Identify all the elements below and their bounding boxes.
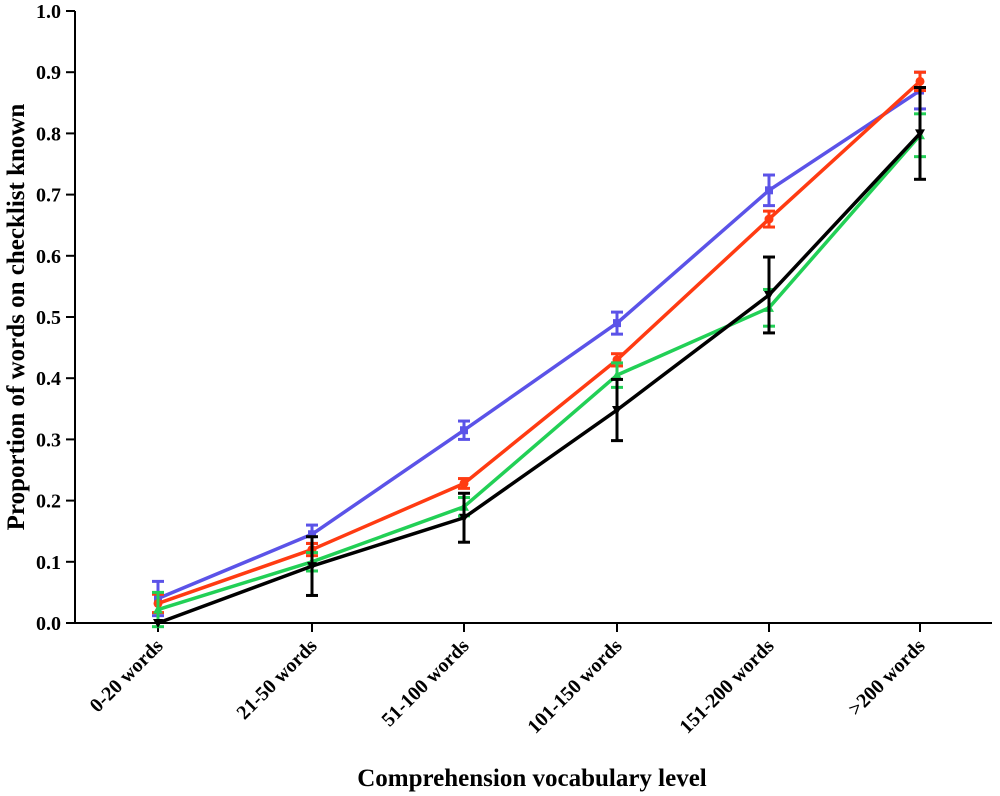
data-point — [764, 290, 774, 300]
x-tick-label: >200 words — [844, 635, 929, 720]
x-tick-label: 0-20 words — [86, 635, 168, 717]
y-tick-label: 0.4 — [36, 368, 61, 390]
y-axis-ticks: 0.0 0.1 0.2 0.3 0.4 0.5 0.6 0.7 0.8 0.9 1.0 — [36, 1, 75, 635]
x-tick-label: 151-200 words — [675, 635, 778, 738]
data-point — [460, 426, 468, 435]
series-blue-series — [152, 70, 926, 618]
x-axis-ticks: 0-20 words 21-50 words 51-100 words 101-150… — [86, 623, 930, 738]
y-tick-label: 0.8 — [36, 123, 61, 145]
data-point — [765, 186, 773, 195]
data-point — [915, 129, 925, 139]
data-point — [459, 513, 469, 523]
x-tick-label: 101-150 words — [523, 635, 626, 738]
data-point — [307, 562, 317, 572]
series-line — [157, 132, 922, 625]
y-tick-label: 0.0 — [36, 613, 61, 635]
y-tick-label: 1.0 — [36, 1, 61, 23]
y-tick-label: 0.1 — [36, 552, 61, 574]
series-line — [157, 80, 922, 606]
series-red-series — [152, 70, 926, 615]
series-green-series — [152, 112, 926, 629]
data-point — [153, 604, 163, 614]
y-tick-label: 0.7 — [36, 185, 61, 207]
x-tick-label: 51-100 words — [377, 635, 473, 731]
data-point — [459, 478, 469, 488]
series-line — [157, 89, 921, 601]
data-point — [613, 319, 621, 328]
data-point — [612, 370, 622, 380]
data-point — [308, 530, 316, 539]
series-line — [157, 134, 922, 612]
y-tick-label: 0.5 — [36, 307, 61, 329]
series-black-series — [153, 86, 926, 628]
y-tick-label: 0.3 — [36, 429, 61, 451]
y-tick-label: 0.9 — [36, 62, 61, 84]
y-tick-label: 0.2 — [36, 491, 61, 513]
data-point — [153, 619, 163, 628]
x-tick-label: 21-50 words — [233, 635, 322, 724]
y-tick-label: 0.6 — [36, 246, 61, 268]
data-point — [612, 406, 622, 416]
series-layer — [152, 70, 926, 629]
axes — [74, 11, 992, 624]
data-point — [915, 76, 925, 86]
data-point — [764, 214, 774, 224]
x-axis-title: Comprehension vocabulary level — [357, 765, 707, 792]
y-axis-title: Proportion of words on checklist known — [3, 104, 30, 531]
